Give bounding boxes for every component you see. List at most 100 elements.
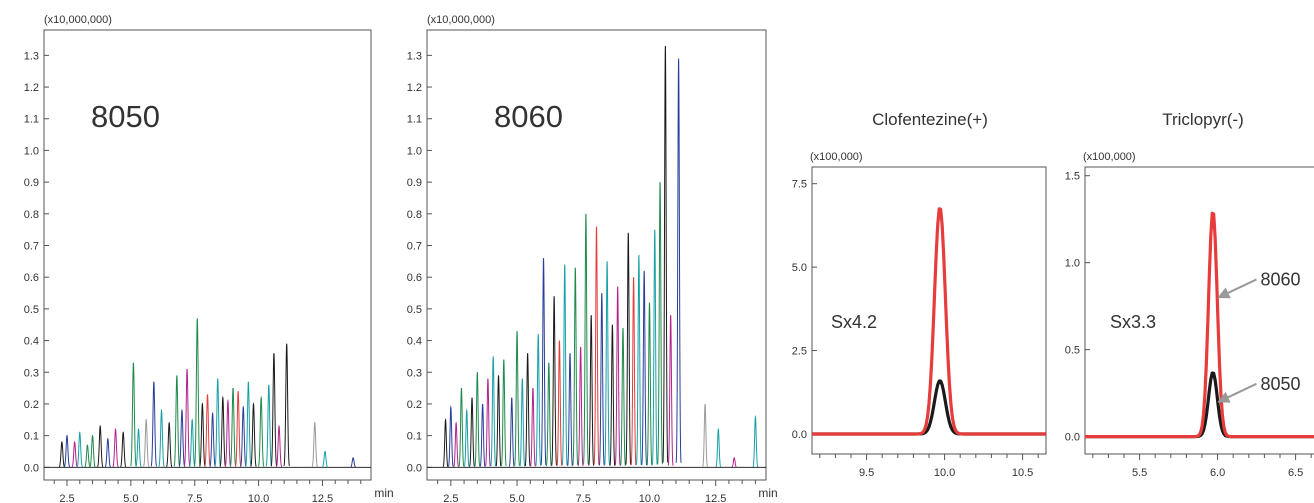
clofentezine-y-ticks: 0.0 2.5 5.0 7.5 — [792, 179, 817, 441]
tic-8060-y-tick-label: 0.9 — [407, 177, 422, 189]
tic-8060-y-tick-label: 0.3 — [407, 367, 422, 379]
tic-8060-peak — [519, 378, 526, 467]
tic-8060-peak — [490, 356, 497, 467]
tic-8060-y-tick-label: 0.0 — [407, 462, 422, 474]
tic-8050-peak — [63, 434, 71, 468]
triclopyr-y-tick-label: 0.0 — [1065, 432, 1080, 444]
callout-label-8050: 8050 — [1260, 374, 1300, 394]
tic-8050-peak — [71, 441, 78, 468]
tic-8060-y-tick-label: 1.2 — [407, 82, 422, 94]
tic-8060-y-tick-label: 0.2 — [407, 399, 422, 411]
tic-8050-peak — [130, 362, 137, 467]
tic-8050-y-tick-label: 0.1 — [24, 431, 39, 443]
triclopyr-annotation: Sx3.3 — [1110, 312, 1156, 332]
tic-8060-y-tick-label: 0.6 — [407, 272, 422, 284]
tic-8060-peak — [675, 58, 682, 463]
tic-8060-y-tick-label: 1.0 — [407, 145, 422, 157]
tic-8050-y-tick-label: 0.8 — [24, 209, 39, 221]
triclopyr-panel: Triclopyr(-) (x100,000) 0.0 0.5 1.0 1.5 5.5… — [1065, 110, 1314, 479]
tic-8050-peak — [275, 424, 283, 468]
tic-8050-peak — [245, 381, 252, 467]
tic-8050-peak — [322, 450, 328, 468]
tic-8060-x-tick-label: 7.5 — [576, 493, 591, 503]
clofentezine-x-tick-label: 10.0 — [934, 467, 955, 479]
tic-8050-peak — [166, 421, 173, 468]
tic-8060-peak — [463, 408, 470, 467]
tic-8060-peak — [715, 428, 722, 468]
tic-8050-peak — [158, 408, 165, 467]
tic-8060-peak — [479, 403, 486, 467]
tic-8060-x-tick-label: 12.5 — [705, 493, 726, 503]
tic-8060-y-tick-label: 0.5 — [407, 304, 422, 316]
callout-arrow-8060 — [1217, 278, 1257, 299]
tic-8060-peak — [474, 372, 481, 467]
tic-8060-peak — [667, 315, 674, 466]
tic-8060-peak — [630, 277, 637, 466]
triclopyr-multiplier: (x100,000) — [1083, 151, 1136, 163]
tic-8060-y-tick-label: 1.3 — [407, 50, 422, 62]
triclopyr-series-red — [1084, 211, 1314, 439]
triclopyr-y-ticks: 0.0 0.5 1.0 1.5 — [1065, 171, 1090, 444]
tic-8060-peak — [625, 232, 632, 465]
clofentezine-traces — [811, 207, 1047, 436]
tic-8050-peak — [214, 378, 221, 467]
tic-8060-y-ticks: 0.0 0.1 0.2 0.3 0.4 0.5 0.6 0.7 0.8 0.9 1.0 1.1 1.2 1… — [407, 50, 432, 474]
callout-arrow-8050 — [1217, 382, 1257, 403]
tic-8060-x-tick-label: 10.0 — [639, 493, 660, 503]
tic-8050-peak — [265, 384, 272, 467]
tic-8050-peak — [89, 434, 96, 468]
tic-8060-peak — [598, 292, 605, 466]
tic-8050-y-tick-label: 0.0 — [24, 462, 39, 474]
tic-8060-peak — [447, 405, 454, 467]
tic-8060-peak — [614, 286, 621, 466]
tic-8060-peak — [561, 264, 568, 466]
tic-8050-peak — [311, 421, 318, 468]
tic-8050-peak — [240, 405, 247, 467]
tic-8060-x-ticks: 2.5 5.0 7.5 10.0 12.5 — [437, 480, 756, 503]
clofentezine-y-tick-label: 7.5 — [792, 179, 807, 191]
tic-8060-peak — [588, 315, 595, 466]
tic-8050-y-tick-label: 1.0 — [24, 145, 39, 157]
triclopyr-x-tick-label: 5.5 — [1132, 467, 1147, 479]
tic-8050-panel-label: 8050 — [91, 99, 160, 134]
tic-8060-peak — [530, 387, 536, 467]
tic-8050-x-tick-label: 2.5 — [59, 493, 74, 503]
tic-8060-traces — [427, 45, 766, 468]
tic-8060-peak — [609, 324, 616, 466]
tic-8060-y-tick-label: 0.1 — [407, 431, 422, 443]
triclopyr-callouts: 8060 8050 — [1217, 269, 1301, 403]
tic-8060-peak — [583, 213, 589, 465]
tic-8060-peak — [442, 418, 449, 467]
tic-8050-peak — [183, 368, 191, 467]
triclopyr-x-ticks: 5.5 6.0 6.5 — [1092, 454, 1312, 479]
tic-8060-peak — [572, 267, 579, 466]
tic-8060-peak — [604, 261, 610, 466]
tic-8050-peak — [173, 375, 181, 467]
tic-8060-peak — [540, 258, 547, 466]
tic-8060-peak — [577, 346, 584, 467]
tic-8050-peak — [209, 411, 216, 467]
tic-8060-peak — [524, 353, 531, 467]
tic-8050-peak — [219, 395, 226, 467]
tic-8060-panel: (x10,000,000) 0.00.10.20.30.40.50.60.70.… — [407, 14, 778, 503]
tic-8060-y-tick-label: 0.8 — [407, 209, 422, 221]
triclopyr-plot-frame — [1084, 166, 1314, 455]
tic-8050-traces — [44, 318, 371, 468]
tic-8050-x-tick-label: 7.5 — [187, 493, 202, 503]
clofentezine-x-ticks: 9.5 10.0 10.5 — [819, 454, 1039, 479]
tic-8060-peak — [651, 229, 658, 465]
triclopyr-x-tick-label: 6.5 — [1288, 467, 1303, 479]
tic-8050-peak — [178, 408, 186, 467]
tic-8060-multiplier: (x10,000,000) — [427, 14, 495, 26]
tic-8060-peak — [556, 340, 563, 467]
tic-8050-y-tick-label: 0.5 — [24, 304, 39, 316]
clofentezine-x-tick-label: 10.5 — [1012, 467, 1033, 479]
tic-8050-peak — [204, 394, 211, 467]
tic-8050-peak — [270, 353, 278, 467]
clofentezine-multiplier: (x100,000) — [810, 151, 863, 163]
triclopyr-y-tick-label: 1.0 — [1065, 258, 1080, 270]
tic-8050-peak — [112, 428, 119, 468]
tic-8060-peak — [458, 387, 465, 467]
tic-8050-peak — [143, 418, 150, 468]
tic-8060-peak — [535, 334, 542, 466]
